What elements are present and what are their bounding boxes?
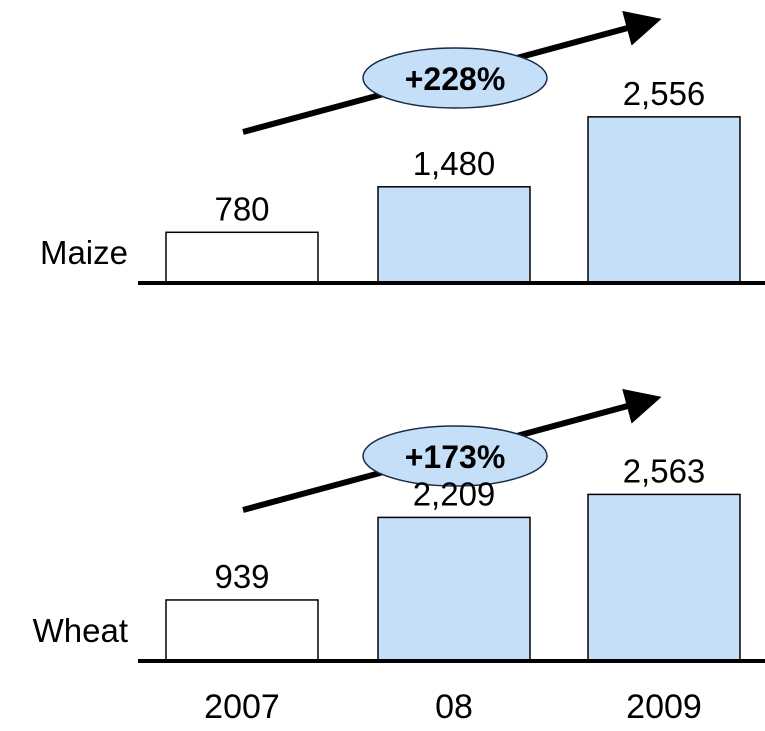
x-tick-label: 08 — [435, 688, 473, 726]
value-label: 2,563 — [623, 452, 706, 489]
bar — [587, 116, 741, 284]
series-label: Wheat — [33, 612, 128, 649]
series-label: Maize — [40, 234, 128, 271]
annotation: +228% — [405, 61, 506, 97]
value-label: 2,556 — [623, 75, 706, 112]
bar — [165, 599, 319, 662]
annotation: +173% — [405, 439, 506, 475]
value-label: 2,209 — [413, 475, 496, 512]
value-label: 939 — [214, 558, 269, 595]
value-label: 1,480 — [413, 145, 496, 182]
bar — [165, 231, 319, 284]
bar — [587, 493, 741, 662]
annotation-bubble — [362, 425, 548, 487]
x-tick-label: 2009 — [626, 688, 702, 726]
bar — [377, 186, 531, 284]
bar — [377, 516, 531, 662]
value-label: 780 — [214, 190, 269, 227]
x-tick-label: 2007 — [204, 688, 280, 726]
annotation-bubble — [362, 47, 548, 109]
